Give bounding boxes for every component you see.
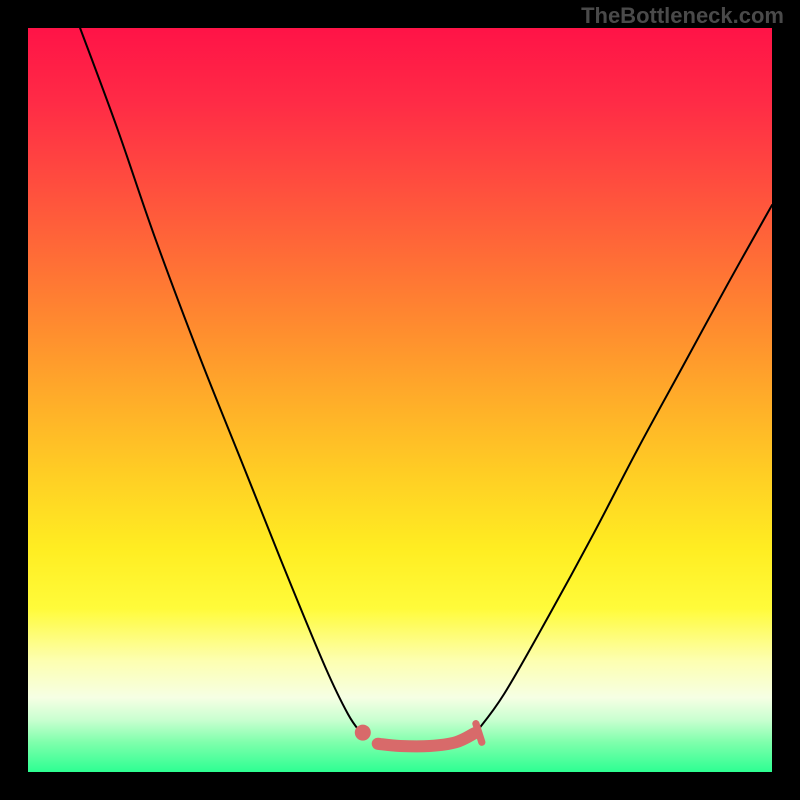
bottom-marker-line [378, 733, 475, 746]
watermark-text: TheBottleneck.com [581, 3, 784, 29]
bottom-marker-dot [355, 725, 371, 741]
curve-layer [28, 28, 772, 772]
curve-left-branch [80, 28, 361, 733]
curve-right-branch [476, 205, 772, 732]
plot-area [28, 28, 772, 772]
chart-frame: TheBottleneck.com [0, 0, 800, 800]
